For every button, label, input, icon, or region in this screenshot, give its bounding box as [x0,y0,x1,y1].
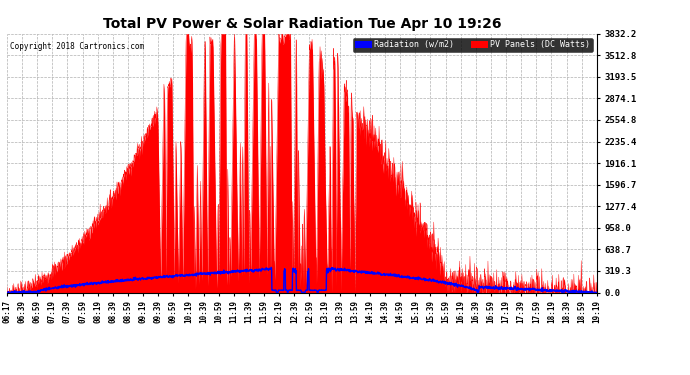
Legend: Radiation (w/m2), PV Panels (DC Watts): Radiation (w/m2), PV Panels (DC Watts) [353,38,593,52]
Text: Copyright 2018 Cartronics.com: Copyright 2018 Cartronics.com [10,42,144,51]
Title: Total PV Power & Solar Radiation Tue Apr 10 19:26: Total PV Power & Solar Radiation Tue Apr… [103,17,501,31]
